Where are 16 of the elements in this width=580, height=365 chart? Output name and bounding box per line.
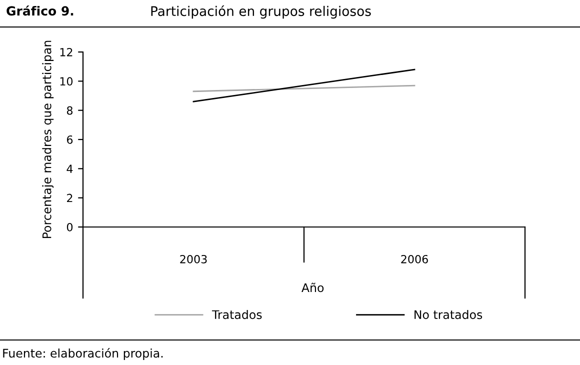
y-tick-label: 0	[66, 222, 73, 232]
x-tick-label: 2003	[180, 254, 207, 264]
y-tick-label: 2	[67, 194, 72, 202]
y-axis-title: Porcentaje madres que participan	[42, 40, 54, 238]
y-tick-label: 12	[60, 48, 72, 56]
legend-label: Tratados	[212, 310, 262, 320]
chart-title: Gráfico 9.	[6, 5, 74, 16]
y-tick-label: 4	[66, 164, 73, 173]
y-tick-label: 8	[66, 106, 73, 115]
chart-subtitle: Participación en grupos religiosos	[151, 5, 371, 19]
source-note: Fuente: elaboración propia.	[3, 348, 163, 360]
x-tick-label: 2006	[401, 254, 428, 264]
y-tick-label: 10	[60, 77, 73, 86]
x-axis-title: Año	[302, 282, 324, 292]
y-tick-label: 6	[66, 135, 73, 144]
legend-label: No tratados	[414, 310, 482, 320]
